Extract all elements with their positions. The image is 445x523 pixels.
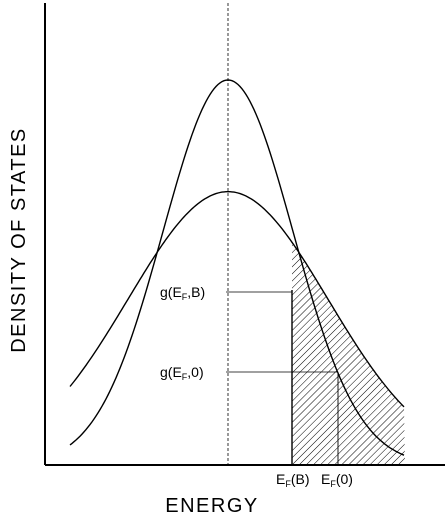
g-f0-label: g(EF,0) (160, 364, 204, 382)
g-fb-label: g(EF,B) (160, 284, 205, 302)
y-axis-title: DENSITY OF STATES (8, 127, 30, 353)
ef-b-label: EF(B) (276, 471, 310, 489)
narrow-peak-curve (69, 79, 405, 456)
hatched-shaded-region (292, 242, 405, 465)
x-axis-title: ENERGY (165, 495, 258, 517)
broad-peak-curve (69, 191, 405, 408)
ef-0-label: EF(0) (321, 471, 353, 489)
